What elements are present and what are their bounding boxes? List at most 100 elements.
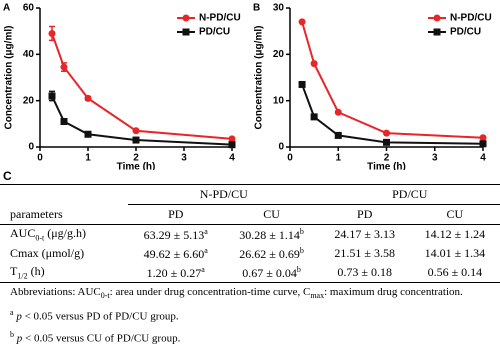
text-segment: 0.67 ± 0.04 [242, 265, 297, 280]
table-cell: 63.29 ± 5.13a [128, 225, 223, 245]
header-cell: parameters [0, 205, 128, 225]
legend-marker [433, 28, 441, 36]
text-segment: (h) [27, 264, 45, 279]
text-segment: PD [357, 207, 373, 221]
header-cell: CU [223, 205, 319, 225]
text-segment: PD [168, 207, 184, 221]
table-cell: 14.12 ± 1.24 [410, 225, 500, 245]
header-cell: PD [320, 205, 410, 225]
x-tick-label: 2 [384, 153, 390, 164]
text-segment: 26.62 ± 0.69 [239, 246, 300, 261]
y-tick-label: 0 [28, 142, 34, 153]
marker [48, 29, 56, 37]
table-cell: 24.17 ± 3.13 [320, 225, 410, 245]
text-segment: a [204, 245, 208, 255]
legend-label: PD/CU [450, 27, 481, 38]
marker [479, 134, 487, 142]
y-tick-label: 40 [23, 49, 35, 60]
header-cell: CU [410, 205, 500, 225]
text-segment: (μg/g.h) [44, 226, 86, 241]
group-header: PD/CU [319, 184, 500, 205]
x-tick-label: 4 [480, 153, 486, 164]
marker [60, 63, 68, 71]
legend-label: N-PD/CU [450, 13, 492, 24]
marker [84, 94, 92, 102]
x-tick-label: 2 [133, 153, 139, 164]
y-tick-label: 60 [23, 3, 35, 14]
y-tick-label: 20 [23, 95, 35, 106]
text-segment: 1.20 ± 0.27 [146, 265, 202, 280]
text-segment: 24.17 ± 3.13 [334, 227, 395, 241]
text-segment: 0-t [35, 233, 45, 243]
text-segment: CU [263, 207, 280, 221]
series-line [51, 33, 233, 140]
text-segment: 0.56 ± 0.14 [427, 265, 483, 279]
y-tick-label: 20 [273, 49, 285, 60]
x-tick-label: 1 [335, 153, 341, 164]
legend-label: N-PD/CU [199, 13, 241, 24]
text-segment: b [299, 245, 304, 255]
y-tick-label: 30 [273, 3, 285, 14]
panel-label: A [3, 3, 10, 14]
data-row: T1/2 (h) 1.20 ± 0.27a 0.67 ± 0.04b 0.73 ± 0… [0, 263, 500, 283]
legend-label: PD/CU [199, 27, 230, 38]
text-segment: 14.01 ± 1.34 [424, 246, 486, 260]
x-tick-label: 0 [287, 153, 293, 164]
text-segment: b [299, 226, 304, 236]
x-tick-label: 3 [432, 153, 438, 164]
y-tick-label: 10 [273, 95, 285, 106]
text-segment: a [204, 226, 208, 236]
marker [132, 136, 140, 144]
marker [60, 118, 68, 126]
text-segment: 1/2 [17, 271, 28, 281]
empty-cell [0, 185, 128, 205]
y-axis-title: Concentration (μg/ml) [254, 26, 265, 130]
table-cell: 26.62 ± 0.69b [223, 244, 319, 263]
marker [310, 60, 318, 68]
text-segment: b [10, 329, 14, 339]
legend-marker [182, 28, 190, 36]
series-line [301, 21, 484, 139]
text-segment: Abbreviations: AUC [10, 286, 101, 298]
marker [298, 18, 306, 26]
header-row: parameters PD CU PD CU [0, 205, 500, 225]
data-row: Cmax (μmol/g) 49.62 ± 6.60a 26.62 ± 0.69b 2… [0, 244, 500, 263]
note: b p < 0.05 versus CU of PD/CU group. [0, 327, 500, 347]
marker [228, 141, 236, 149]
text-segment: 63.29 ± 5.13 [143, 227, 205, 242]
text-segment: CU [446, 207, 464, 221]
text-segment: a [201, 264, 205, 274]
text-segment: Cmax (μmol/g) [10, 246, 85, 260]
marker [228, 135, 236, 143]
note: a p < 0.05 versus PD of PD/CU group. [0, 305, 500, 325]
y-tick-label: 0 [278, 142, 284, 153]
marker [334, 108, 342, 116]
x-axis-title: Time (h) [117, 162, 156, 170]
group-header: N-PD/CU [128, 184, 320, 205]
marker [383, 138, 390, 146]
table-cell: 21.51 ± 3.58 [320, 244, 410, 263]
marker [383, 129, 390, 137]
table-cell: 0.56 ± 0.14 [410, 263, 500, 283]
panel-label: C [3, 169, 12, 183]
x-tick-label: 1 [85, 153, 91, 164]
marker [334, 131, 342, 139]
table-cell: AUC0-t (μg/g.h) [0, 225, 128, 245]
table-cell: 49.62 ± 6.60a [128, 244, 223, 263]
marker [310, 113, 318, 121]
panel-label: B [253, 3, 260, 14]
table-cell: T1/2 (h) [0, 263, 128, 283]
data-row: AUC0-t (μg/g.h) 63.29 ± 5.13a 30.28 ± 1.14… [0, 225, 500, 245]
legend-marker [182, 14, 190, 22]
table-cell: Cmax (μmol/g) [0, 244, 128, 263]
text-segment: T [10, 264, 18, 279]
table-cell: 0.73 ± 0.18 [320, 263, 410, 283]
text-segment: 30.28 ± 1.14 [239, 227, 300, 242]
table-cell: 30.28 ± 1.14b [223, 225, 319, 245]
table-cell: 1.20 ± 0.27a [128, 263, 223, 283]
text-segment: 0.73 ± 0.18 [337, 265, 392, 279]
group-row: N-PD/CU PD/CU [0, 184, 500, 205]
text-segment: b [296, 264, 301, 274]
